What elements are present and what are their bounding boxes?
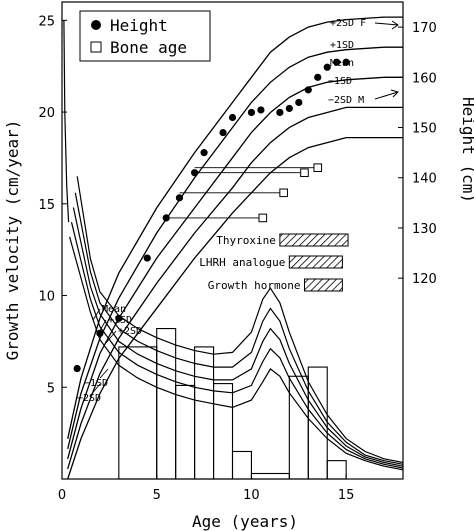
x-tick-label-10: 10 — [243, 488, 260, 503]
height-point-10 — [247, 108, 256, 117]
height-point-4 — [162, 214, 170, 222]
velocity-curve-plus1sd — [74, 192, 404, 465]
velocity-curve-label-plus2sd: +2SD — [118, 326, 142, 337]
treatment-bars: Thyroxine LHRH analogue Growth hormone — [199, 233, 349, 292]
height-point-19 — [342, 58, 350, 66]
height-point-7 — [200, 149, 208, 157]
arrow-icon-m — [374, 89, 399, 100]
height-curve-plus1sd — [67, 46, 403, 450]
height-point-13 — [285, 104, 293, 113]
height-curve-plus2sd — [67, 16, 403, 439]
velocity-bar-8 — [307, 366, 328, 480]
x-tick-label-15: 15 — [338, 488, 355, 503]
velocity-label-leader-1 — [98, 319, 107, 333]
velocity-bar-7 — [288, 375, 309, 480]
height-point-0 — [73, 364, 81, 373]
x-axis-title: Age (years) — [192, 512, 298, 531]
velocity-bar-0 — [118, 346, 158, 480]
bone-age-point-2 — [300, 168, 309, 178]
height-point-1 — [96, 329, 104, 337]
legend-marker-bone-age — [90, 41, 102, 53]
velocity-bar-4 — [213, 383, 234, 480]
treatment-label-growth-hormone: Growth hormone — [208, 279, 301, 292]
arrow-icon-f — [374, 20, 399, 30]
velocity-curve-label-minus2sd: −2SD — [77, 393, 101, 404]
height-points — [73, 58, 350, 373]
velocity-label-leader-3 — [99, 368, 109, 379]
height-reference-curves — [67, 16, 403, 480]
axes: 0 5 10 15 5 10 15 20 25 120 130 140 150 160 170 — [38, 14, 436, 503]
height-point-11 — [257, 106, 265, 114]
y-axis-title-right: Height (cm) — [459, 97, 474, 203]
legend-marker-height — [91, 20, 101, 30]
bone-age-points — [166, 163, 323, 223]
velocity-curve-label-mean: Mean — [102, 304, 126, 315]
velocity-reference-curves — [63, 20, 404, 471]
height-point-16 — [314, 73, 322, 81]
y-left-tick-label-5: 5 — [47, 381, 55, 396]
height-curve-minus1sd — [67, 106, 403, 470]
height-point-14 — [295, 98, 303, 107]
treatment-label-thyroxine: Thyroxine — [216, 234, 276, 247]
height-point-15 — [304, 86, 312, 94]
velocity-label-leader-0 — [92, 308, 101, 321]
bone-age-point-3 — [313, 163, 323, 172]
velocity-curve-minus2sd — [69, 236, 404, 471]
y-axis-title-left: Growth velocity (cm/year) — [3, 120, 22, 361]
legend-box — [79, 10, 211, 62]
y-right-tick-label-140: 140 — [412, 172, 437, 187]
height-point-18 — [333, 58, 341, 66]
height-point-3 — [143, 254, 151, 262]
velocity-bar-6 — [250, 472, 290, 480]
treatment-bar-thyroxine — [279, 233, 349, 247]
velocity-curve-minus1sd — [70, 222, 404, 469]
x-tick-label-0: 0 — [58, 488, 66, 503]
x-tick-label-5: 5 — [153, 488, 161, 503]
height-point-12 — [276, 108, 284, 117]
velocity-curve-label-minus1sd: −1SD — [84, 378, 108, 389]
velocity-label-leader-4 — [89, 383, 101, 397]
velocity-label-leader-2 — [105, 330, 117, 344]
height-point-17 — [323, 63, 331, 71]
velocity-curve-plus2sd — [76, 176, 404, 464]
legend-label-bone-age: Bone age — [110, 38, 187, 57]
y-right-tick-label-160: 160 — [412, 71, 437, 86]
height-curve-label-plus2sd-f: +2SD F — [330, 18, 366, 29]
height-point-2 — [115, 314, 123, 322]
y-left-tick-label-15: 15 — [38, 198, 55, 213]
velocity-bar-9 — [326, 460, 347, 480]
height-point-5 — [175, 194, 184, 202]
y-right-tick-label-150: 150 — [412, 122, 437, 137]
height-curve-label-mean: Mean — [330, 58, 354, 69]
legend-label-height: Height — [110, 16, 168, 35]
y-left-tick-label-10: 10 — [38, 290, 55, 305]
y-left-tick-label-25: 25 — [38, 14, 55, 29]
height-point-9 — [228, 113, 237, 122]
velocity-bar-5 — [231, 450, 252, 480]
velocity-curve-mean — [72, 207, 404, 467]
y-right-tick-label-130: 130 — [412, 222, 437, 237]
y-left-tick-label-20: 20 — [38, 106, 55, 121]
velocity-curve-label-plus1sd: +1SD — [108, 315, 132, 326]
treatment-bar-growth-hormone — [303, 278, 343, 292]
velocity-bars — [118, 328, 347, 480]
treatment-label-lhrh-analogue: LHRH analogue — [199, 256, 285, 269]
legend: Height Bone age — [79, 10, 211, 62]
treatment-bar-lhrh-analogue — [288, 255, 343, 269]
bone-age-point-1 — [279, 188, 288, 198]
y-right-tick-label-170: 170 — [412, 21, 437, 36]
height-curve-mean — [67, 76, 403, 460]
height-point-8 — [219, 128, 227, 137]
height-curve-label-minus1sd: −1SD — [328, 76, 352, 87]
height-curve-label-minus2sd-m: −2SD M — [328, 95, 364, 106]
y-right-tick-label-120: 120 — [412, 272, 437, 287]
velocity-curve-infancy — [63, 20, 70, 223]
bone-age-point-0 — [258, 213, 268, 223]
height-curve-label-plus1sd: +1SD — [330, 40, 354, 51]
